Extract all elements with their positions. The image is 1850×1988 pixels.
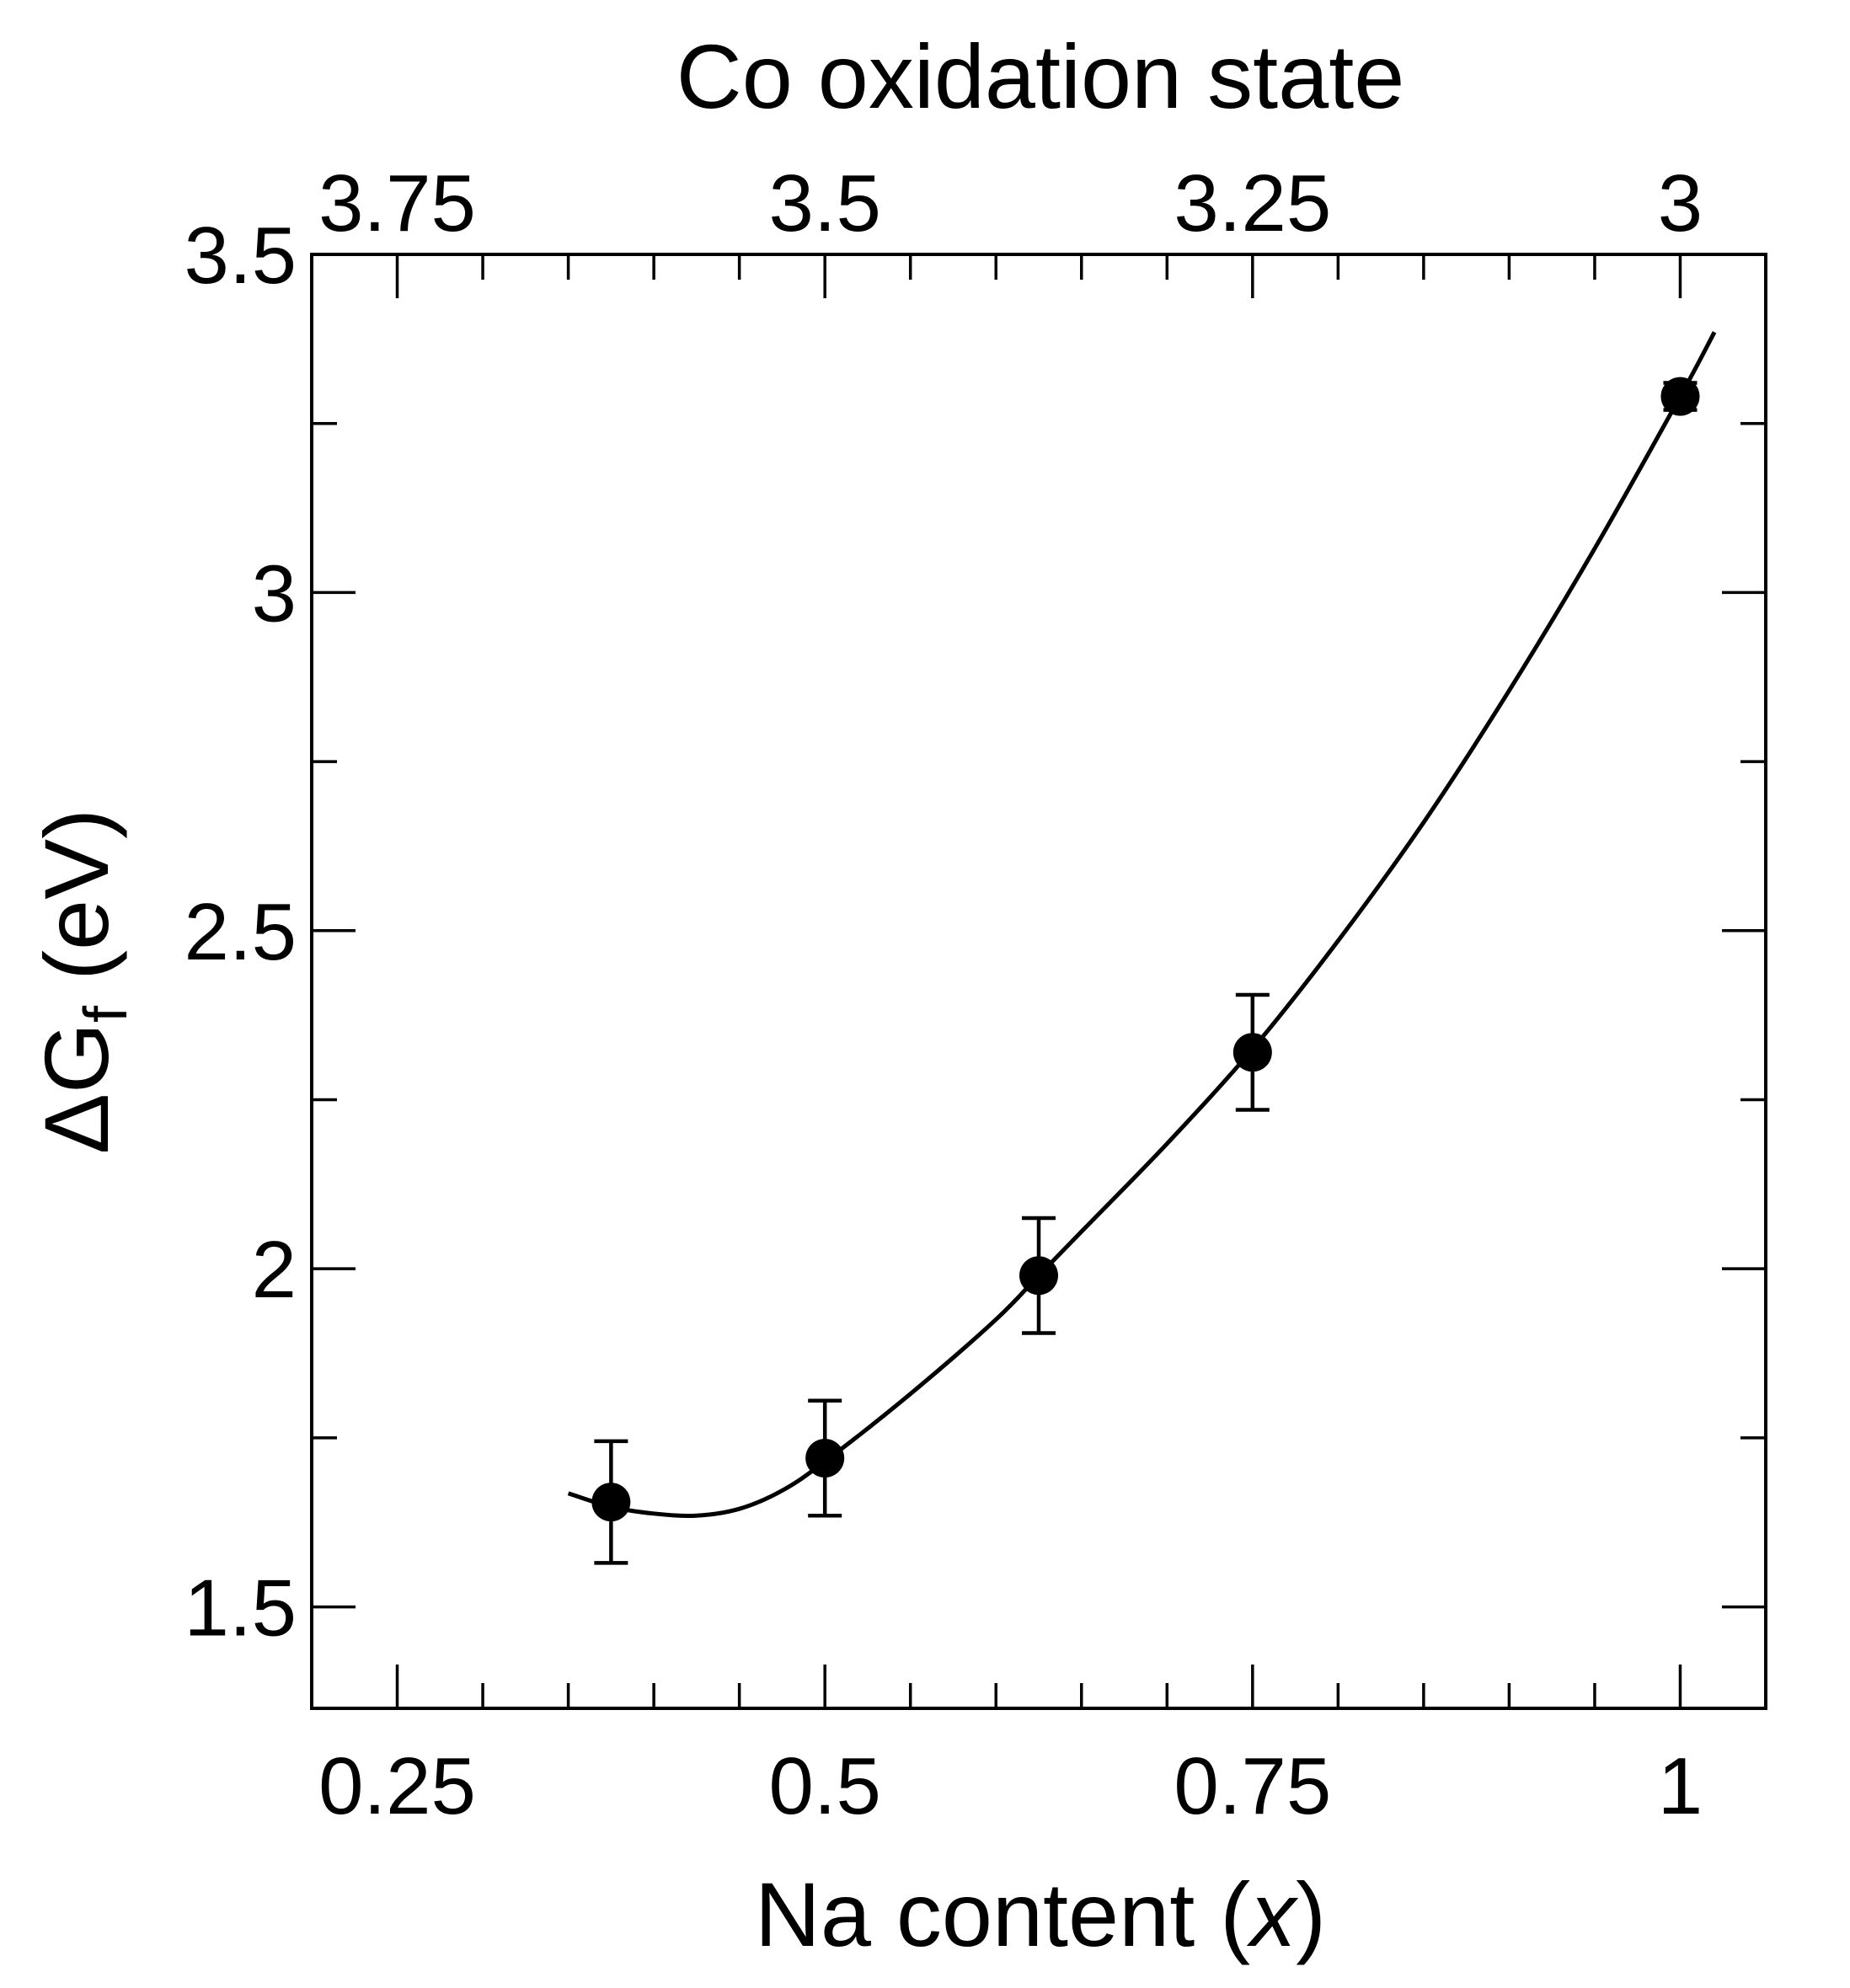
data-point xyxy=(1232,1033,1272,1072)
x2-tick-label: 3.75 xyxy=(318,158,476,248)
x2-axis-title: Co oxidation state xyxy=(676,25,1405,127)
y-tick-label: 3.5 xyxy=(184,211,297,301)
data-point xyxy=(1660,377,1700,416)
fit-curve xyxy=(567,331,1717,1518)
x2-tick-label: 3.25 xyxy=(1174,158,1331,248)
x2-tick-label: 3 xyxy=(1658,158,1703,248)
plot-frame xyxy=(310,253,1767,1710)
data-point-group xyxy=(1660,377,1700,416)
x-tick-label: 0.25 xyxy=(318,1741,476,1831)
y-axis-title: ΔGf (eV) xyxy=(25,809,140,1154)
data-point-group xyxy=(1019,1216,1058,1335)
y-tick-label: 2 xyxy=(252,1225,297,1315)
data-point xyxy=(1019,1256,1058,1296)
data-point-group xyxy=(1232,992,1272,1112)
curve-layer xyxy=(567,331,1717,1518)
data-point-group xyxy=(591,1439,631,1565)
labels-layer: 0.25 0.5 0.75 13.75 3.5 3.25 31.522.533.5 xyxy=(184,158,1703,1831)
x-tick-label: 0.75 xyxy=(1174,1741,1331,1831)
x-tick-label: 0.5 xyxy=(768,1741,880,1831)
x-tick-label: 1 xyxy=(1658,1741,1703,1831)
x-axis-title: Na content (x) xyxy=(755,1863,1326,1965)
points-layer xyxy=(591,377,1700,1565)
ticks-layer xyxy=(312,253,1766,1708)
y-tick-label: 3 xyxy=(252,548,297,639)
data-point xyxy=(591,1483,631,1522)
data-point xyxy=(805,1438,845,1478)
data-point-group xyxy=(805,1398,845,1518)
y-tick-label: 2.5 xyxy=(184,887,297,977)
x2-tick-label: 3.5 xyxy=(768,158,880,248)
y-tick-label: 1.5 xyxy=(184,1563,297,1654)
